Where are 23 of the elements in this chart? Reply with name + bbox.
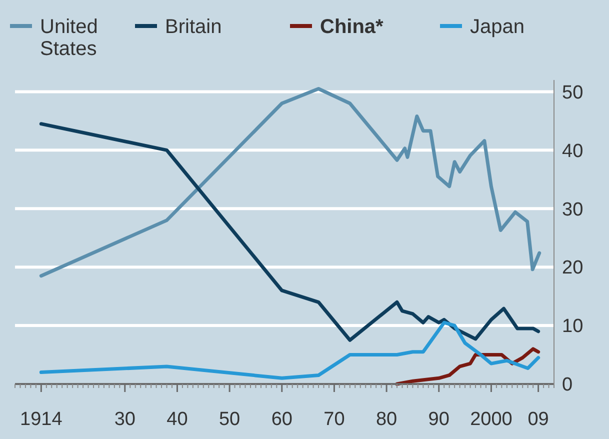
line-series <box>39 122 540 342</box>
x-tick-label: 30 <box>114 409 136 430</box>
x-tick-label: 1914 <box>20 409 63 430</box>
x-tick-label: 40 <box>166 409 188 430</box>
line-series <box>39 320 540 380</box>
legend-label: China* <box>320 16 384 38</box>
x-tick-label: 90 <box>428 409 450 430</box>
x-tick-label: 70 <box>324 409 345 430</box>
legend-label: Britain <box>165 16 222 38</box>
legend-label: Japan <box>470 16 524 38</box>
y-tick-label: 20 <box>562 258 584 279</box>
y-tick-label: 40 <box>562 140 584 162</box>
x-tick-label: 2000 <box>470 409 512 430</box>
line-series <box>39 87 542 278</box>
y-tick-label: 10 <box>562 316 584 338</box>
y-tick-label: 0 <box>562 374 573 396</box>
x-tick-label: 50 <box>218 409 240 430</box>
x-tick-label: 60 <box>271 409 292 430</box>
y-tick-label: 30 <box>562 199 584 220</box>
x-tick-label: 09 <box>528 409 549 430</box>
legend-label: United States <box>40 16 98 60</box>
y-tick-label: 50 <box>562 82 584 104</box>
x-tick-label: 80 <box>376 409 398 430</box>
